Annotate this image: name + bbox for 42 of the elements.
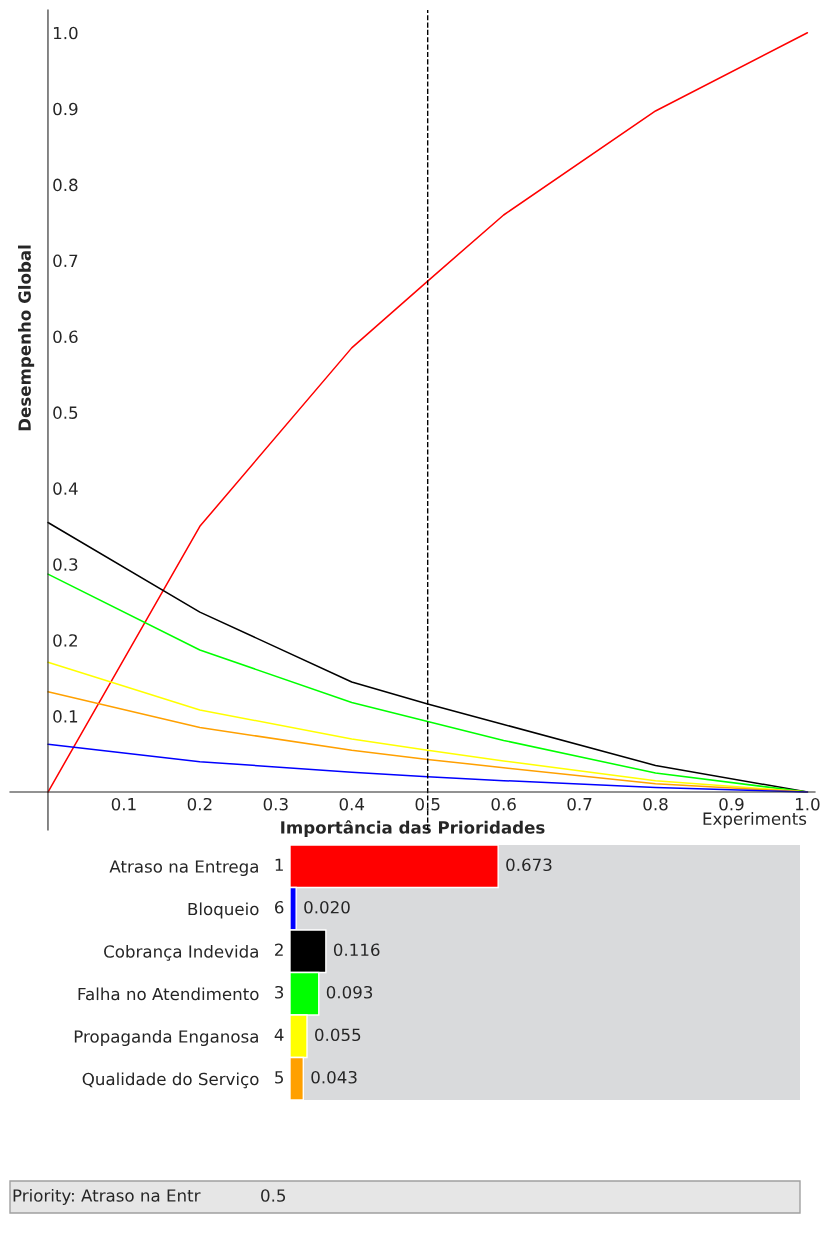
data-label: 0.673 <box>506 858 552 872</box>
x-tick-label: 0.7 <box>567 797 592 811</box>
y-tick-label: 0.2 <box>53 634 77 647</box>
y-tick-label: 0.3 <box>53 558 78 571</box>
data-label: 0.020 <box>304 900 350 914</box>
x-tick-label: 1.0 <box>795 797 820 811</box>
x-tick-label: 0.8 <box>643 797 668 811</box>
text: 6 <box>275 900 284 914</box>
annotation: Experiments <box>703 812 807 829</box>
y-tick-label: 0.7 <box>53 254 78 268</box>
x-tick-label: 0.3 <box>263 797 288 811</box>
y-tick-label: 0.6 <box>53 330 78 344</box>
data-label: 0.055 <box>315 1028 361 1042</box>
data-label: 0.093 <box>326 985 373 999</box>
y-tick-label: Atraso na Entrega <box>109 860 258 877</box>
text: 5 <box>275 1071 283 1084</box>
x-tick-label: 0.4 <box>339 797 365 811</box>
y-tick-label: Falha no Atendimento <box>78 987 259 1001</box>
text: 4 <box>274 1028 284 1041</box>
y-tick-label: 0.9 <box>53 102 78 116</box>
y-tick-label: 0.4 <box>53 482 78 495</box>
data-label: 0.116 <box>333 943 380 957</box>
text: 2 <box>275 943 283 956</box>
y-tick-label: Bloqueio <box>188 902 259 919</box>
text: 3 <box>275 985 284 999</box>
y-tick-label: Qualidade do Serviço <box>82 1072 259 1089</box>
text: 0.5 <box>261 1189 286 1202</box>
text: Priority: Atraso na Entr <box>13 1188 201 1206</box>
y-tick-label: 0.8 <box>53 178 78 192</box>
y-tick-label: 0.1 <box>53 710 78 723</box>
x-tick-label: 0.2 <box>187 797 212 811</box>
y-tick-label: 1.0 <box>53 26 78 40</box>
data-label: 0.043 <box>311 1070 357 1084</box>
y-tick-label: Propaganda Enganosa <box>74 1029 258 1047</box>
x-tick-label: 0.6 <box>491 797 516 811</box>
y-axis-title: Desempenho Global <box>18 245 35 431</box>
y-tick-label: 0.5 <box>53 406 78 419</box>
x-tick-label: 0.5 <box>415 797 440 811</box>
x-tick-label: 0.9 <box>719 797 744 811</box>
x-axis-title: Importância das Prioridades <box>281 820 545 837</box>
text: 1 <box>275 858 283 871</box>
y-tick-label: Cobrança Indevida <box>104 944 258 961</box>
